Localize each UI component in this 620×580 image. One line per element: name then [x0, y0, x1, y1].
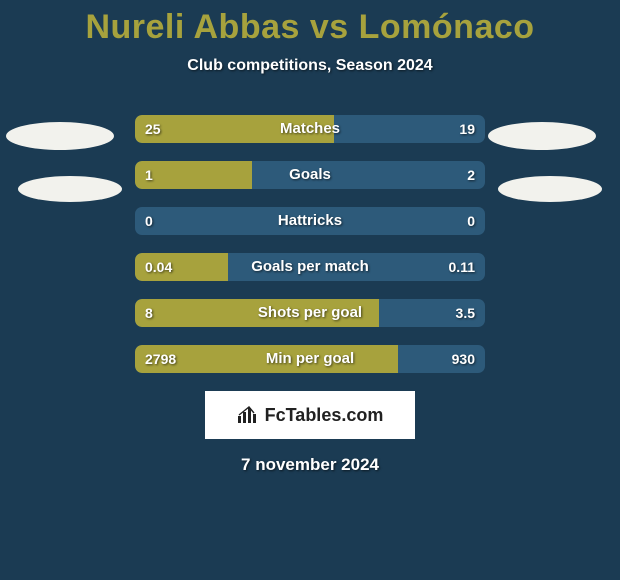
stat-label: Goals per match	[135, 253, 485, 281]
stat-value-p2: 930	[452, 345, 475, 373]
stat-row: 1Goals2	[135, 161, 485, 189]
photo-placeholder-ellipse	[6, 122, 114, 150]
branding-badge: FcTables.com	[205, 391, 415, 439]
subtitle: Club competitions, Season 2024	[0, 57, 620, 75]
branding-text: FcTables.com	[265, 405, 384, 426]
comparison-title: Nureli Abbas vs Lomónaco	[0, 0, 620, 47]
stat-row: 0.04Goals per match0.11	[135, 253, 485, 281]
stat-label: Goals	[135, 161, 485, 189]
stat-row: 0Hattricks0	[135, 207, 485, 235]
stat-label: Shots per goal	[135, 299, 485, 327]
stat-value-p2: 2	[467, 161, 475, 189]
stat-row: 8Shots per goal3.5	[135, 299, 485, 327]
stat-row: 25Matches19	[135, 115, 485, 143]
date-text: 7 november 2024	[0, 455, 620, 475]
stat-label: Matches	[135, 115, 485, 143]
photo-placeholder-ellipse	[498, 176, 602, 202]
chart-icon	[237, 406, 259, 424]
stat-value-p2: 0.11	[449, 253, 475, 281]
stat-row: 2798Min per goal930	[135, 345, 485, 373]
player2-name: Lomónaco	[359, 8, 535, 46]
photo-placeholder-ellipse	[18, 176, 122, 202]
player1-name: Nureli Abbas	[85, 8, 299, 46]
vs-text: vs	[310, 8, 349, 46]
stat-value-p2: 3.5	[456, 299, 475, 327]
stat-label: Min per goal	[135, 345, 485, 373]
stat-label: Hattricks	[135, 207, 485, 235]
stats-container: 25Matches19 1Goals2 0Hattricks0 0.04Goals p…	[135, 115, 485, 373]
stat-value-p2: 0	[467, 207, 475, 235]
photo-placeholder-ellipse	[488, 122, 596, 150]
stat-value-p2: 19	[459, 115, 475, 143]
